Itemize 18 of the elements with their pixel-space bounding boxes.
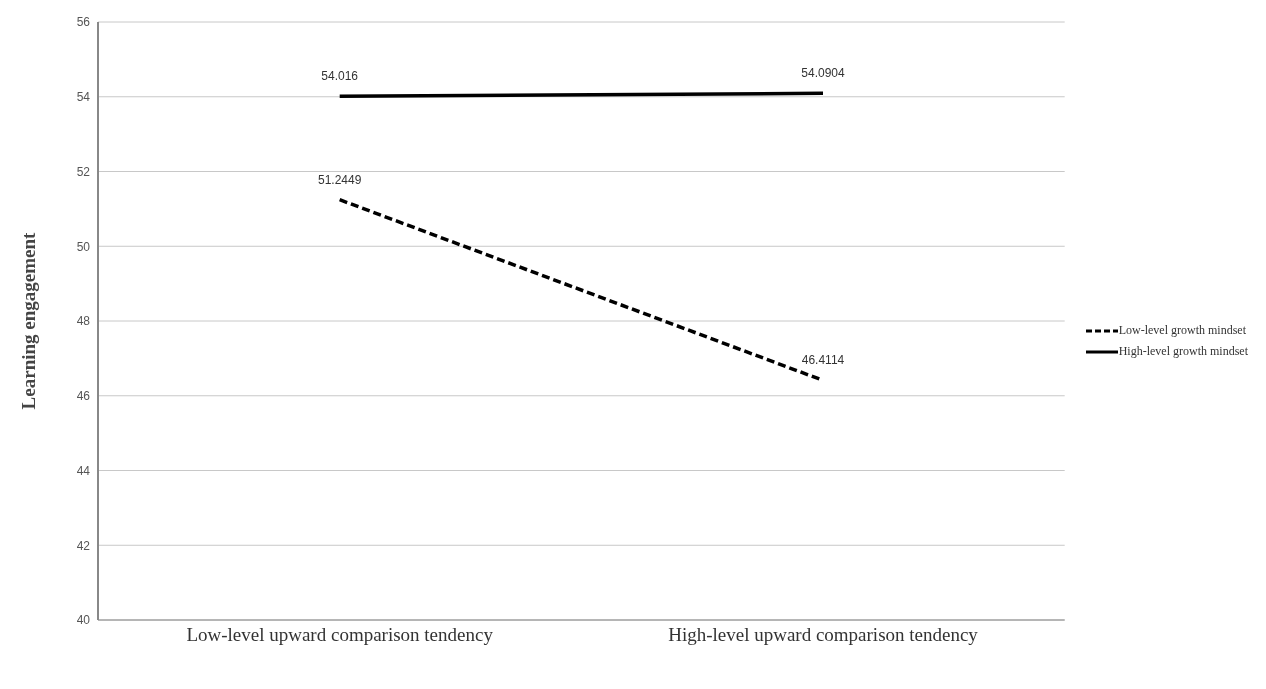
data-label: 51.2449: [317, 172, 362, 187]
legend-label: High-level growth mindset: [1118, 344, 1248, 359]
data-label: 54.0904: [801, 66, 846, 81]
x-tick-label: Low-level upward comparison tendency: [186, 624, 494, 646]
data-label: 54.016: [321, 69, 359, 84]
y-axis-title: Learning engagement: [17, 231, 39, 410]
data-label: 46.4114: [801, 353, 845, 368]
y-tick-label: 54: [76, 90, 91, 105]
y-tick-label: 48: [76, 314, 91, 329]
y-tick-label: 52: [76, 164, 91, 179]
y-tick-label: 44: [76, 463, 91, 478]
y-tick-label: 50: [76, 239, 91, 254]
y-tick-label: 42: [76, 538, 91, 553]
y-tick-label: 40: [76, 613, 91, 628]
y-tick-label: 46: [76, 389, 91, 404]
x-tick-label: High-level upward comparison tendency: [668, 624, 979, 646]
legend-label: Low-level growth mindset: [1118, 323, 1246, 338]
y-tick-label: 56: [76, 15, 91, 30]
